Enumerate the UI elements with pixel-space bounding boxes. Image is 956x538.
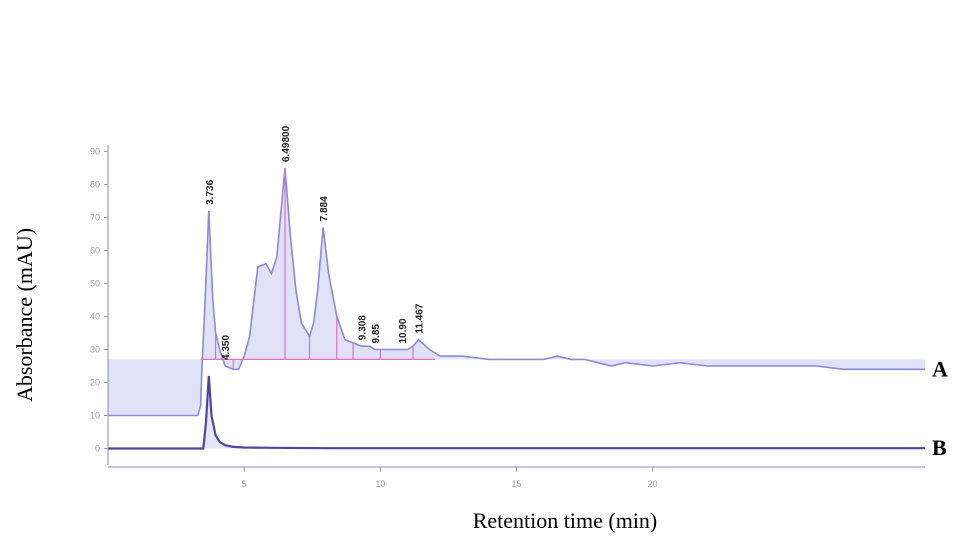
trace-labels: AB (932, 356, 948, 460)
y-tick-label: 90 (90, 147, 100, 157)
series-line-b (108, 375, 925, 450)
y-tick-label: 40 (90, 312, 100, 322)
peak-label: 4.350 (221, 335, 232, 360)
series-fill-a (108, 168, 925, 416)
peak-label: 6.49800 (281, 125, 292, 162)
y-tick-label: 50 (90, 279, 100, 289)
peak-label: 11.467 (415, 303, 426, 333)
trace-label-b: B (932, 435, 947, 460)
series-fill-b (108, 375, 925, 449)
series-line-a (108, 167, 925, 417)
trace-label-a: A (932, 356, 948, 381)
x-tick-label: 15 (511, 479, 521, 489)
x-ticks: 5 10 15 20 (242, 467, 658, 489)
y-tick-label: 20 (90, 378, 100, 388)
x-axis-title: Retention time (min) (473, 508, 658, 533)
y-tick-label: 0 (95, 444, 100, 454)
y-axis-title: Absorbance (mAU) (12, 228, 37, 402)
peak-labels: 3.736 4.350 6.49800 7.884 9.308 9.85 10.90 11.4… (205, 125, 426, 360)
x-tick-label: 10 (375, 479, 385, 489)
x-tick-label: 20 (648, 479, 658, 489)
y-tick-label: 80 (90, 180, 100, 190)
y-tick-label: 70 (90, 213, 100, 223)
x-tick-label: 5 (242, 479, 247, 489)
y-ticks: 0 10 20 30 40 50 60 70 80 90 (90, 147, 108, 454)
peak-label: 10.90 (398, 318, 409, 343)
integration-baseline (200, 168, 435, 370)
peak-label: 7.884 (319, 196, 330, 221)
peak-label: 9.85 (371, 324, 382, 344)
y-tick-label: 60 (90, 246, 100, 256)
series-fills (108, 168, 925, 449)
peak-label: 9.308 (357, 315, 368, 340)
y-tick-label: 10 (90, 411, 100, 421)
peak-label: 3.736 (205, 179, 216, 204)
y-tick-label: 30 (90, 345, 100, 355)
series-lines (108, 167, 925, 450)
